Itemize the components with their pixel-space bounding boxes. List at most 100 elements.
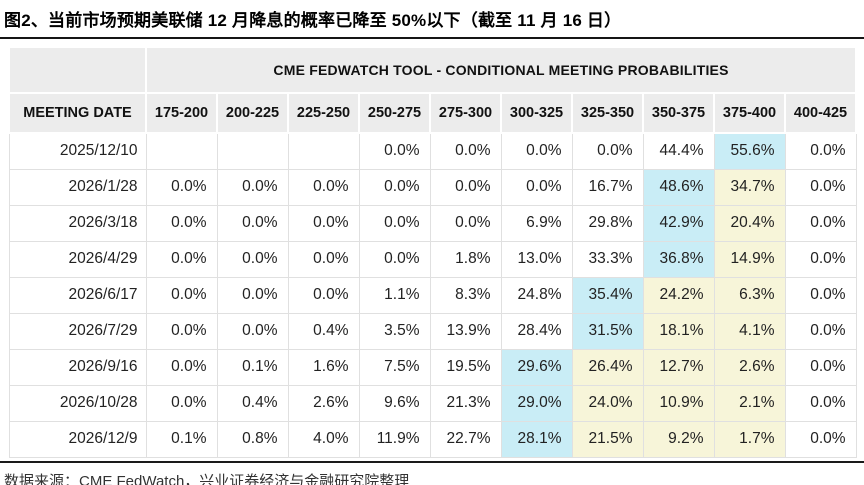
- probability-cell: 0.0%: [784, 204, 857, 242]
- probability-cell: [287, 132, 360, 170]
- probability-cell: 0.0%: [429, 132, 502, 170]
- rate-range-column-header: 350-375: [642, 92, 715, 134]
- meeting-date-cell: 2026/7/29: [8, 312, 147, 350]
- rate-range-column-header: 200-225: [216, 92, 289, 134]
- probability-cell: 10.9%: [642, 384, 715, 422]
- probability-cell: 1.7%: [713, 420, 786, 458]
- rate-range-column-header: 250-275: [358, 92, 431, 134]
- probability-cell: 1.8%: [429, 240, 502, 278]
- probability-cell: [145, 132, 218, 170]
- probability-cell: 28.1%: [500, 420, 573, 458]
- probability-cell: 0.0%: [358, 132, 431, 170]
- probability-cell: 0.0%: [145, 312, 218, 350]
- probability-cell: 33.3%: [571, 240, 644, 278]
- probability-cell: 0.0%: [784, 420, 857, 458]
- probability-cell: 0.0%: [287, 276, 360, 314]
- table-title-row: CME FEDWATCH TOOL - CONDITIONAL MEETING …: [8, 46, 858, 94]
- probability-cell: 0.0%: [429, 204, 502, 242]
- probability-cell: 13.0%: [500, 240, 573, 278]
- probability-cell: 0.0%: [784, 276, 857, 314]
- meeting-date-cell: 2025/12/10: [8, 132, 147, 170]
- probability-cell: 0.0%: [216, 240, 289, 278]
- probability-cell: 0.0%: [784, 132, 857, 170]
- table-row: 2026/10/28 0.0% 0.4% 2.6% 9.6% 21.3% 29.0% 24.0…: [8, 384, 857, 422]
- fedwatch-probability-table: CME FEDWATCH TOOL - CONDITIONAL MEETING …: [8, 46, 858, 458]
- probability-cell: 0.0%: [784, 168, 857, 206]
- table-row: 2026/6/17 0.0% 0.0% 0.0% 1.1% 8.3% 24.8% 35.4% 2…: [8, 276, 857, 314]
- probability-cell: 29.8%: [571, 204, 644, 242]
- probability-cell: 0.0%: [145, 384, 218, 422]
- probability-cell: 34.7%: [713, 168, 786, 206]
- table-row: 2026/3/18 0.0% 0.0% 0.0% 0.0% 0.0% 6.9% 29.8% 42…: [8, 204, 857, 242]
- probability-cell: 19.5%: [429, 348, 502, 386]
- meeting-date-cell: 2026/12/9: [8, 420, 147, 458]
- meeting-date-cell: 2026/6/17: [8, 276, 147, 314]
- meeting-date-cell: 2026/3/18: [8, 204, 147, 242]
- probability-cell: 22.7%: [429, 420, 502, 458]
- title-divider: [0, 37, 864, 39]
- probability-cell: 18.1%: [642, 312, 715, 350]
- probability-cell: 21.3%: [429, 384, 502, 422]
- probability-cell: 0.4%: [287, 312, 360, 350]
- probability-cell: 0.8%: [216, 420, 289, 458]
- probability-cell: 42.9%: [642, 204, 715, 242]
- table-row: 2026/1/28 0.0% 0.0% 0.0% 0.0% 0.0% 0.0% 16.7% 48…: [8, 168, 857, 206]
- probability-cell: 0.4%: [216, 384, 289, 422]
- probability-cell: 0.0%: [784, 384, 857, 422]
- probability-cell: 1.1%: [358, 276, 431, 314]
- probability-cell: 0.0%: [571, 132, 644, 170]
- probability-cell: 9.6%: [358, 384, 431, 422]
- probability-cell: 0.0%: [784, 348, 857, 386]
- probability-cell: 0.0%: [216, 276, 289, 314]
- probability-cell: 2.1%: [713, 384, 786, 422]
- table-title: CME FEDWATCH TOOL - CONDITIONAL MEETING …: [144, 46, 858, 94]
- probability-cell: 3.5%: [358, 312, 431, 350]
- table-row: 2026/9/16 0.0% 0.1% 1.6% 7.5% 19.5% 29.6% 26.4%…: [8, 348, 857, 386]
- column-header-row: MEETING DATE 175-200 200-225 225-250 250-275…: [8, 92, 858, 134]
- probability-cell: 7.5%: [358, 348, 431, 386]
- meeting-date-cell: 2026/10/28: [8, 384, 147, 422]
- probability-cell: 0.0%: [784, 312, 857, 350]
- probability-cell: 0.0%: [287, 240, 360, 278]
- probability-cell: 0.0%: [216, 204, 289, 242]
- probability-cell: 0.0%: [145, 348, 218, 386]
- probability-cell: 44.4%: [642, 132, 715, 170]
- table-row: 2026/4/29 0.0% 0.0% 0.0% 0.0% 1.8% 13.0% 33.3% 3…: [8, 240, 857, 278]
- table-row: 2026/7/29 0.0% 0.0% 0.4% 3.5% 13.9% 28.4% 31.5%…: [8, 312, 857, 350]
- probability-cell: 0.0%: [358, 240, 431, 278]
- probability-cell: 9.2%: [642, 420, 715, 458]
- probability-cell: 0.0%: [216, 168, 289, 206]
- rate-range-column-header: 325-350: [571, 92, 644, 134]
- probability-cell: 12.7%: [642, 348, 715, 386]
- probability-cell: 26.4%: [571, 348, 644, 386]
- rate-range-column-header: 400-425: [783, 92, 858, 134]
- probability-cell: 28.4%: [500, 312, 573, 350]
- probability-cell: 0.0%: [500, 132, 573, 170]
- probability-cell: 0.1%: [216, 348, 289, 386]
- probability-cell: 0.0%: [358, 204, 431, 242]
- probability-cell: 2.6%: [287, 384, 360, 422]
- probability-cell: 0.0%: [145, 240, 218, 278]
- rate-range-column-header: 375-400: [713, 92, 786, 134]
- probability-cell: 13.9%: [429, 312, 502, 350]
- corner-cell: [8, 46, 147, 94]
- probability-cell: 0.0%: [287, 204, 360, 242]
- meeting-date-column-header: MEETING DATE: [8, 92, 147, 134]
- table-row: 2025/12/10 0.0% 0.0% 0.0% 0.0% 44.4% 55.6% 0.0%: [8, 132, 857, 170]
- rate-range-column-header: 175-200: [145, 92, 218, 134]
- figure-title: 图2、当前市场预期美联储 12 月降息的概率已降至 50%以下（截至 11 月 …: [4, 11, 622, 30]
- source-note: 数据来源：CME FedWatch，兴业证券经济与金融研究院整理: [4, 472, 410, 485]
- probability-cell: 36.8%: [642, 240, 715, 278]
- meeting-date-cell: 2026/1/28: [8, 168, 147, 206]
- probability-cell: 35.4%: [571, 276, 644, 314]
- probability-cell: 55.6%: [713, 132, 786, 170]
- rate-range-column-header: 275-300: [429, 92, 502, 134]
- footer-divider: [0, 460, 864, 463]
- probability-cell: 2.6%: [713, 348, 786, 386]
- probability-cell: 16.7%: [571, 168, 644, 206]
- probability-cell: 24.2%: [642, 276, 715, 314]
- probability-cell: 24.0%: [571, 384, 644, 422]
- probability-cell: 14.9%: [713, 240, 786, 278]
- table-row: 2026/12/9 0.1% 0.8% 4.0% 11.9% 22.7% 28.1% 21.5…: [8, 420, 857, 458]
- probability-cell: 0.0%: [145, 168, 218, 206]
